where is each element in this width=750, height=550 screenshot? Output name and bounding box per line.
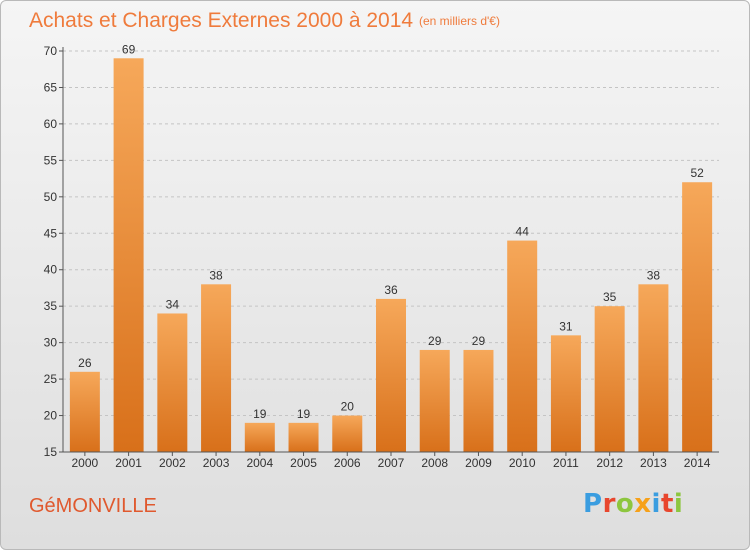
bar [244, 422, 275, 452]
bar [157, 313, 188, 452]
bar [332, 415, 363, 452]
bar [376, 298, 406, 452]
bar [507, 240, 538, 452]
data-label: 52 [690, 166, 704, 180]
x-tick-label: 2000 [72, 456, 99, 470]
bar [201, 284, 232, 452]
bar [419, 349, 450, 452]
data-label: 19 [253, 407, 267, 421]
bar [463, 349, 494, 452]
x-tick-label: 2005 [290, 456, 317, 470]
x-tick-label: 2013 [640, 456, 667, 470]
data-label: 29 [428, 334, 442, 348]
x-tick-label: 2014 [684, 456, 711, 470]
y-tick-label: 15 [44, 445, 58, 459]
bar [113, 58, 144, 453]
logo-letter: r [602, 489, 616, 519]
y-tick-label: 40 [44, 263, 58, 277]
y-tick-label: 20 [44, 409, 58, 423]
logo-letter: i [673, 489, 684, 519]
x-tick-label: 2002 [159, 456, 186, 470]
y-tick-label: 25 [44, 372, 58, 386]
bar [682, 182, 713, 452]
data-label: 38 [647, 268, 661, 282]
data-label: 44 [516, 225, 530, 239]
data-label: 35 [603, 290, 617, 304]
logo-letter: i [651, 489, 661, 519]
data-label: 36 [384, 283, 398, 297]
y-tick-label: 60 [44, 117, 58, 131]
data-label: 20 [341, 400, 355, 414]
axis-layer: 15 20 25 30 35 40 45 50 55 60 65 70 2000 2001 2002 2003… [44, 44, 719, 470]
data-label: 31 [559, 319, 573, 333]
y-tick-label: 70 [44, 44, 58, 58]
data-label: 38 [209, 268, 223, 282]
bar [550, 335, 581, 452]
y-tick-label: 55 [44, 153, 58, 167]
x-tick-label: 2011 [553, 456, 579, 470]
y-tick-label: 45 [44, 226, 58, 240]
data-label: 69 [122, 42, 136, 56]
bar-layer: 26 69 34 38 19 19 20 36 29 29 44 31 35 38 52 [69, 42, 713, 453]
x-tick-label: 2006 [334, 456, 361, 470]
bar [638, 284, 669, 452]
data-label: 34 [166, 297, 180, 311]
y-tick-label: 35 [44, 299, 58, 313]
bar [288, 422, 319, 452]
bar [69, 371, 100, 452]
logo-letter: t [660, 489, 674, 519]
bar [594, 306, 625, 452]
x-tick-label: 2004 [246, 456, 273, 470]
x-tick-label: 2012 [596, 456, 623, 470]
y-tick-label: 50 [44, 190, 58, 204]
logo-letter: o [615, 489, 635, 519]
chart-subtitle: (en milliers d'€) [419, 14, 500, 28]
proxiti-logo: Proxiti [583, 489, 683, 519]
logo-letter: x [634, 489, 652, 519]
data-label: 19 [297, 407, 311, 421]
x-tick-label: 2007 [378, 456, 405, 470]
x-tick-label: 2010 [509, 456, 536, 470]
data-label: 26 [78, 356, 92, 370]
y-tick-label: 65 [44, 80, 58, 94]
x-tick-label: 2009 [465, 456, 492, 470]
x-tick-label: 2008 [421, 456, 448, 470]
chart-title: Achats et Charges Externes 2000 à 2014 [29, 9, 414, 32]
data-label: 29 [472, 334, 486, 348]
logo-letter: P [583, 489, 603, 519]
y-tick-label: 30 [44, 336, 58, 350]
x-tick-label: 2003 [203, 456, 230, 470]
commune-name: GéMONVILLE [29, 495, 157, 517]
x-tick-label: 2001 [115, 456, 142, 470]
